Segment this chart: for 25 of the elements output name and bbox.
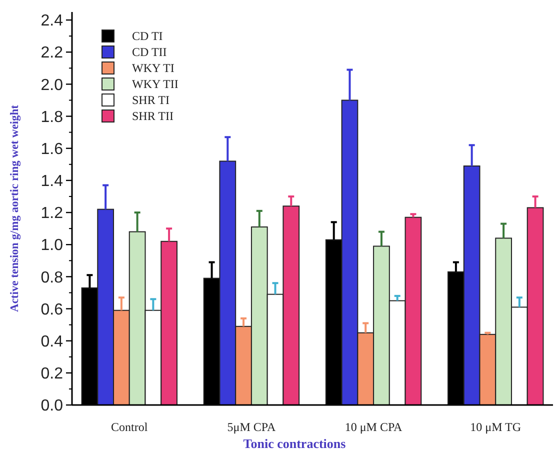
y-tick-label: 0.2 (40, 366, 64, 383)
y-tick-label: 0.6 (40, 301, 64, 318)
legend-label: SHR TII (132, 109, 174, 124)
x-tick-label: 5μM CPA (227, 420, 276, 434)
y-tick-label: 1.6 (40, 140, 64, 158)
y-tick-label: 2.2 (40, 44, 64, 62)
x-tick-label: 10 μM CPA (344, 420, 403, 434)
legend-label: WKY TI (132, 61, 174, 76)
legend-label: CD TI (132, 29, 163, 44)
x-tick-label: Control (111, 420, 148, 434)
legend-label: WKY TII (132, 77, 178, 92)
y-tick-label: 1.2 (40, 205, 64, 222)
legend-label: CD TII (132, 45, 167, 60)
x-axis-title: Tonic contractions (243, 436, 346, 451)
y-tick-label: 0.0 (40, 398, 64, 415)
y-tick-label: 1.4 (40, 173, 64, 190)
y-tick-label: 1.8 (40, 108, 64, 126)
y-tick-label: 0.4 (40, 333, 64, 350)
y-tick-label: 2.0 (40, 76, 64, 94)
y-axis-title: Active tension g/mg aortic ring wet weight (9, 104, 21, 312)
y-tick-label: 0.8 (40, 269, 64, 286)
x-tick-label: 10 μM TG (470, 420, 522, 434)
y-tick-label: 1.0 (40, 237, 64, 254)
legend-label: SHR TI (132, 93, 170, 108)
y-tick-label: 2.4 (40, 12, 64, 30)
